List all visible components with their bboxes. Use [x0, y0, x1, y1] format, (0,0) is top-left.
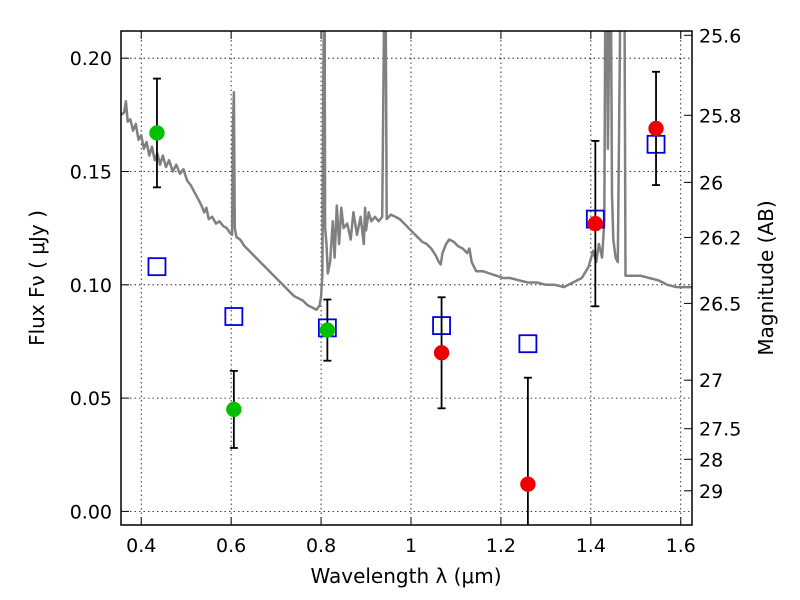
x-tick-label: 1 — [405, 535, 417, 557]
y-tick-label: 0.15 — [70, 161, 112, 183]
model-flux-square — [224, 307, 244, 326]
flux-data-point — [648, 120, 664, 137]
y-tick-label: 0.00 — [70, 501, 112, 523]
flux-data-point — [149, 125, 165, 141]
x-tick-label: 0.4 — [126, 535, 156, 557]
flux-data-point — [520, 476, 536, 492]
model-flux-square — [147, 257, 167, 277]
magnitude-tick-label: 25.8 — [699, 105, 741, 127]
data-layer — [121, 31, 692, 525]
x-tick-label: 0.6 — [216, 535, 246, 557]
template-spectrum-line — [121, 31, 692, 311]
x-tick-label: 1.4 — [576, 535, 606, 557]
magnitude-tick-label: 29 — [699, 481, 723, 503]
magnitude-tick-label: 27 — [699, 370, 723, 392]
grid — [121, 31, 692, 525]
y-tick-label: 0.05 — [70, 388, 112, 410]
y-axis-title-left: Flux Fν ( μJy ) — [25, 210, 49, 346]
magnitude-tick-label: 26.5 — [699, 293, 741, 315]
x-tick-label: 1.2 — [486, 535, 516, 557]
flux-data-point — [433, 345, 450, 361]
y-axis-title-right: Magnitude (AB) — [754, 200, 778, 355]
y-tick-label: 0.10 — [70, 275, 112, 297]
x-tick-label: 1.6 — [666, 535, 696, 557]
y-tick-label: 0.20 — [70, 48, 112, 70]
flux-data-point — [319, 322, 336, 338]
ticks: 0.4 0.6 0.8 1 1.2 1.4 1.6 0.00 0.05 0.10 0.15 0.20 2… — [70, 25, 742, 557]
model-flux-square — [518, 334, 538, 354]
magnitude-tick-label: 25.6 — [699, 25, 741, 47]
x-tick-label: 0.8 — [306, 535, 336, 557]
plot-frame — [120, 30, 693, 526]
magnitude-tick-label: 27.5 — [699, 419, 741, 441]
magnitude-tick-label: 26.2 — [699, 227, 741, 249]
magnitude-tick-label: 28 — [699, 449, 723, 471]
x-axis-title: Wavelength λ (μm) — [310, 564, 501, 588]
flux-data-point — [226, 401, 242, 418]
magnitude-tick-label: 26 — [699, 172, 723, 194]
plot-background — [121, 31, 692, 525]
flux-data-point — [587, 215, 604, 232]
